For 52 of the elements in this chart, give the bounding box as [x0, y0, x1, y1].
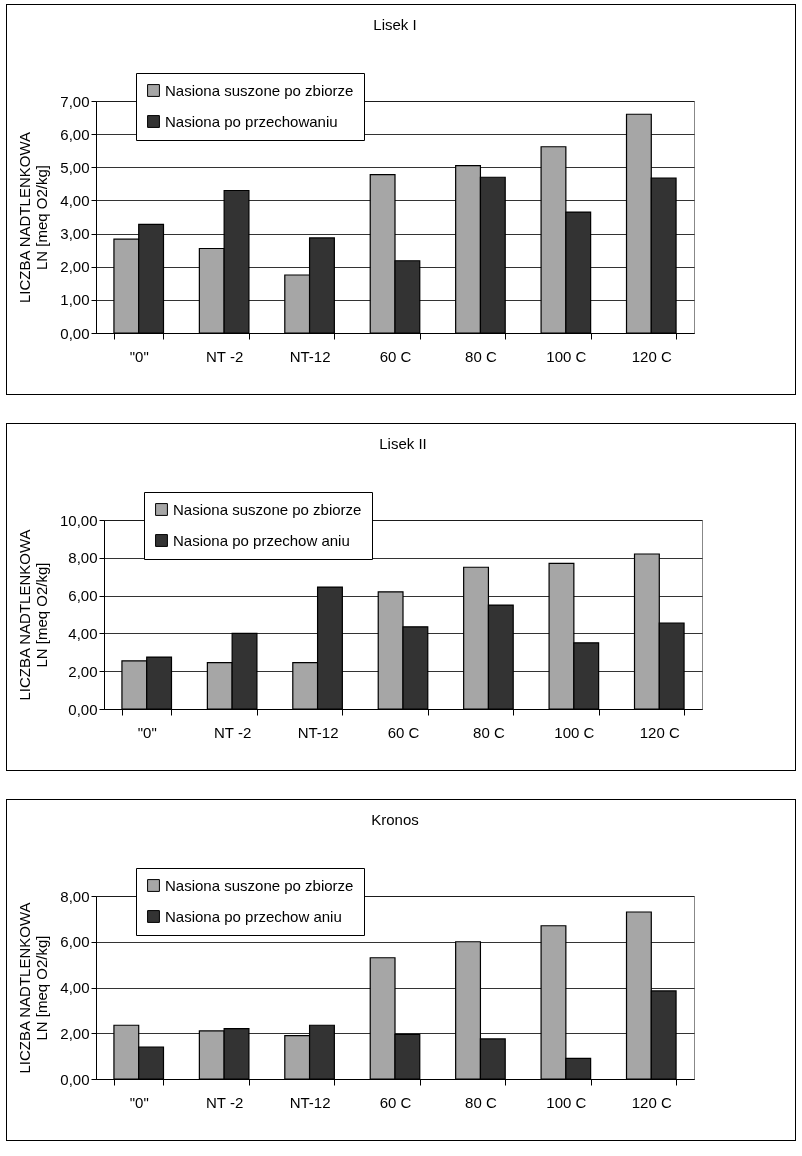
y-tick-label: 2,00 — [60, 1024, 90, 1042]
x-tick-label: 80 C — [465, 347, 497, 365]
x-tick-label: NT -2 — [206, 1093, 244, 1111]
legend-label: Nasiona po przechow aniu — [173, 531, 350, 549]
y-tick-label: 3,00 — [60, 225, 90, 243]
chart-title: Lisek II — [379, 434, 427, 452]
x-tick-label: NT-12 — [289, 1093, 331, 1111]
x-tick-label: 100 C — [554, 723, 595, 741]
x-tick-label: "0" — [137, 723, 157, 741]
y-tick-label: 2,00 — [60, 258, 90, 276]
x-tick-label: 120 C — [631, 1093, 672, 1111]
legend-label: Nasiona po przechowaniu — [165, 112, 338, 130]
y-tick-label: 7,00 — [60, 92, 90, 110]
y-tick-label: 5,00 — [60, 158, 90, 176]
x-tick-label: 120 C — [631, 347, 672, 365]
legend-label: Nasiona po przechow aniu — [165, 907, 342, 925]
y-tick-label: 6,00 — [60, 125, 90, 143]
x-tick-label: NT -2 — [214, 723, 252, 741]
x-tick-label: NT -2 — [206, 347, 244, 365]
y-tick-label: 0,00 — [60, 324, 90, 342]
y-axis-title: LICZBA NADTLENKOWA LN [meq O2/kg] — [15, 529, 50, 701]
x-tick-label: 80 C — [473, 723, 505, 741]
x-tick-label: "0" — [129, 347, 149, 365]
y-tick-label: 0,00 — [68, 700, 98, 718]
x-tick-label: NT-12 — [297, 723, 339, 741]
x-tick-label: "0" — [129, 1093, 149, 1111]
x-tick-label: 120 C — [639, 723, 680, 741]
x-tick-label: NT-12 — [289, 347, 331, 365]
x-tick-label: 80 C — [465, 1093, 497, 1111]
legend-label: Nasiona suszone po zbiorze — [173, 500, 362, 518]
legend-label: Nasiona suszone po zbiorze — [165, 876, 354, 894]
chart-title: Lisek I — [373, 15, 417, 33]
y-tick-label: 8,00 — [68, 549, 98, 567]
chart-title: Kronos — [371, 810, 419, 828]
y-axis-title: LICZBA NADTLENKOWA LN [meq O2/kg] — [16, 131, 51, 304]
y-tick-label: 4,00 — [60, 191, 90, 209]
y-tick-label: 0,00 — [60, 1070, 90, 1088]
x-tick-label: 100 C — [546, 347, 587, 365]
y-tick-label: 6,00 — [60, 933, 90, 951]
y-tick-label: 4,00 — [68, 624, 98, 642]
legend-label: Nasiona suszone po zbiorze — [165, 81, 354, 99]
x-tick-label: 60 C — [379, 347, 412, 365]
x-tick-label: 100 C — [546, 1093, 587, 1111]
y-tick-label: 4,00 — [60, 979, 90, 996]
y-tick-label: 10,00 — [59, 511, 98, 529]
x-tick-label: 60 C — [379, 1093, 412, 1111]
y-axis-title: LICZBA NADTLENKOWA LN [meq O2/kg] — [16, 902, 51, 1074]
y-tick-label: 2,00 — [68, 662, 98, 680]
y-tick-label: 8,00 — [60, 887, 90, 905]
x-tick-label: 60 C — [387, 723, 420, 741]
y-tick-label: 6,00 — [68, 587, 98, 605]
y-tick-label: 1,00 — [60, 291, 90, 309]
